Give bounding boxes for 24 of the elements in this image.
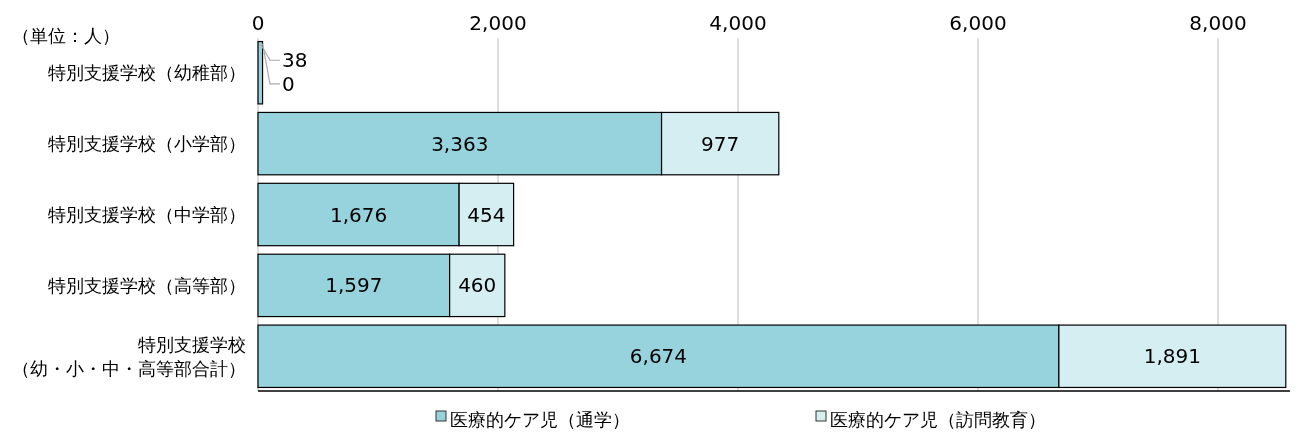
data-label: 1,676 bbox=[329, 202, 388, 227]
legend-label: 医療的ケア児（通学） bbox=[450, 408, 630, 430]
y-tick-label: 特別支援学校（幼・小・中・高等部合計） bbox=[12, 333, 246, 379]
data-label: 1,597 bbox=[325, 273, 383, 298]
data-label: 454 bbox=[467, 202, 506, 227]
text: （単位：人） bbox=[12, 25, 120, 46]
x-tick-label: 4,000 bbox=[709, 11, 767, 35]
legend-label: 医療的ケア児（訪問教育） bbox=[830, 408, 1046, 430]
data-label: 0 bbox=[282, 71, 295, 96]
y-tick-label: 特別支援学校（中学部） bbox=[48, 204, 246, 225]
data-label: 977 bbox=[701, 131, 740, 156]
data-label: 460 bbox=[458, 273, 497, 298]
x-tick-label: 8,000 bbox=[1189, 11, 1247, 35]
x-tick-label: 6,000 bbox=[949, 11, 1007, 35]
data-label: 6,674 bbox=[629, 344, 688, 369]
y-tick-label: 特別支援学校（小学部） bbox=[48, 133, 246, 155]
x-tick-label: 0 bbox=[251, 11, 265, 35]
y-tick-label: 特別支援学校（高等部） bbox=[48, 274, 246, 296]
y-tick-label: 特別支援学校（幼稚部） bbox=[48, 62, 246, 84]
data-label: 3,363 bbox=[431, 131, 489, 156]
data-label: 1,891 bbox=[1143, 344, 1201, 369]
x-tick-label: 2,000 bbox=[469, 11, 527, 35]
data-label: 38 bbox=[282, 48, 308, 73]
bar bbox=[257, 40, 264, 105]
